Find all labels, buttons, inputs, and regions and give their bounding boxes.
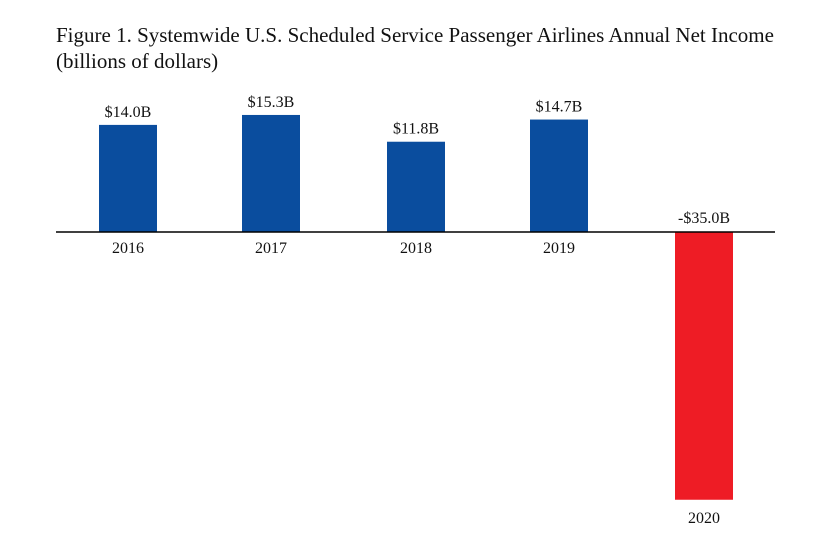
value-label-2019: $14.7B [536,99,583,116]
bar-2020 [675,232,733,500]
category-label-2017: 2017 [255,240,287,257]
bar-2018 [387,141,445,232]
chart-subtitle: (billions of dollars) [56,49,219,73]
category-label-2016: 2016 [112,240,144,257]
category-label-2018: 2018 [400,240,432,257]
value-label-2016: $14.0B [105,104,152,121]
chart-title-line: Figure 1. Systemwide U.S. Scheduled Serv… [56,23,774,47]
bar-2019 [530,119,588,232]
chart-title: Figure 1. Systemwide U.S. Scheduled Serv… [56,22,796,74]
category-label-2020: 2020 [688,510,720,527]
bar-2017 [242,114,300,232]
value-label-2018: $11.8B [393,121,439,138]
bar-2016 [99,124,157,232]
value-label-2020: -$35.0B [678,210,730,227]
category-label-2019: 2019 [543,240,575,257]
value-label-2017: $15.3B [248,94,295,111]
